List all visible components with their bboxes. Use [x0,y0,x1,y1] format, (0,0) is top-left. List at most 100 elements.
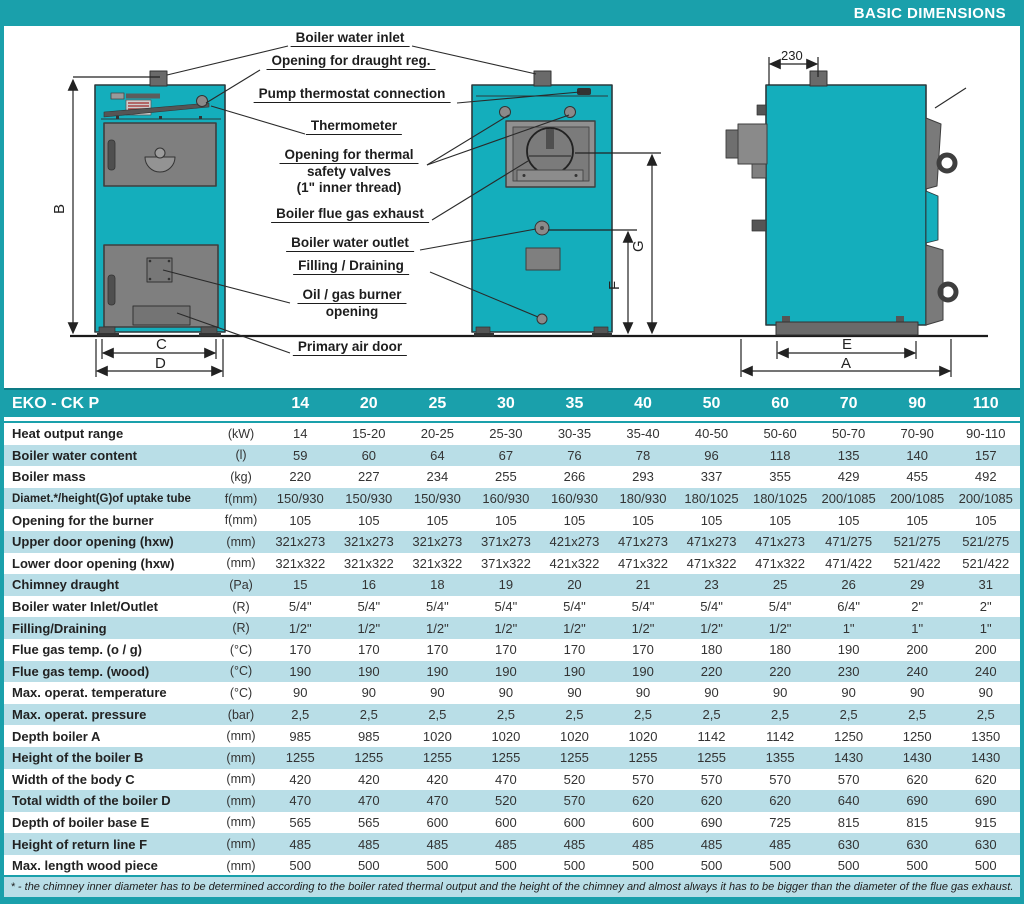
spec-value: 321x322 [343,555,394,571]
spec-value: 150/930 [276,491,324,507]
row-unit: (°C) [229,685,253,700]
spec-value: 234 [426,469,449,485]
spec-value: 31 [978,577,993,593]
flue-exhaust-side [737,123,768,165]
dimension-lines [67,57,952,377]
spec-value: 620 [769,793,791,809]
spec-value: 170 [632,642,654,658]
spec-value: 2,5 [428,707,447,723]
spec-value: 220 [769,663,791,679]
spec-value: 570 [632,771,654,787]
spec-value: 630 [974,836,997,852]
spec-value: 500 [769,858,791,874]
spec-value: 485 [632,836,654,852]
spec-value: 190 [426,663,449,679]
spec-row: Filling/Draining (R) 1/2" 1/2" 1/2" 1/2" 1/2" 1… [4,617,1020,639]
row-label: Lower door opening (hxw) [12,555,175,571]
spec-row: Max. operat. pressure (bar) 2,5 2,5 2,5 2,5 2,… [4,703,1020,726]
spec-value: 1255 [422,750,452,766]
spec-value: 1/2" [631,620,655,636]
spec-value: 521/275 [962,534,1010,550]
row-label: Flue gas temp. (o / g) [12,642,143,658]
row-unit: (mm) [226,534,256,549]
spec-row: Boiler water Inlet/Outlet (R) 5/4" 5/4" 5/4"… [4,595,1020,618]
spec-value: 321x273 [343,534,394,550]
row-unit: (Pa) [229,577,253,592]
spec-value: 118 [769,447,791,463]
spec-value: 1255 [628,750,658,766]
spec-value: 429 [837,469,860,485]
spec-value: 19 [498,577,514,593]
spec-value: 160/930 [550,491,598,507]
spec-value: 471x322 [686,555,737,571]
spec-value: 15 [293,577,308,593]
spec-value: 371x322 [480,555,531,571]
spec-value: 600 [426,814,449,830]
spec-value: 471x273 [755,534,806,550]
dimension-letters: B C D F G 230 E A [51,48,852,372]
spec-value: 2,5 [633,707,653,723]
spec-row: Lower door opening (hxw) (mm) 321x322 321x3… [4,552,1020,575]
dim-E: E [842,336,852,353]
upper-door-handle-ring [936,152,958,174]
spec-value: 105 [632,512,654,528]
row-unit: (R) [232,599,250,614]
spec-value: 2,5 [839,707,858,723]
spec-value: 2,5 [908,707,927,723]
spec-value: 78 [635,447,651,463]
spec-value: 170 [495,642,517,658]
spec-value: 105 [426,512,449,528]
spec-row: Heat output range (kW) 14 15-20 20-25 25-30 30… [4,423,1020,445]
row-label: Diamet.*/height(G)of uptake tube [12,492,191,505]
callout-flue-gas-exhaust: Boiler flue gas exhaust [271,206,429,223]
spec-value: 50-60 [763,426,797,442]
row-unit: (kW) [227,426,255,441]
spec-value: 520 [563,771,586,787]
spec-value: 630 [906,836,929,852]
spec-value: 135 [837,447,860,463]
spec-value: 21 [635,577,651,593]
lower-door-side [925,244,944,326]
spec-row: Flue gas temp. (o / g) (°C) 170 170 170 170 17… [4,638,1020,661]
spec-value: 190 [632,663,654,679]
spec-value: 2,5 [291,707,310,723]
spec-value: 5/4" [494,599,518,615]
page-title: BASIC DIMENSIONS [853,4,1006,22]
row-label: Filling/Draining [12,620,107,636]
spec-value: 200 [906,642,929,658]
lower-door-handle-ring [937,281,959,303]
spec-value: 470 [357,793,380,809]
spec-value: 1255 [559,750,589,766]
row-label: Height of return line F [12,836,148,852]
spec-value: 1/2" [768,620,792,636]
model-column-header: 60 [771,394,789,412]
row-label: Heat output range [12,426,124,442]
spec-value: 5/4" [288,599,312,615]
dim-F: F [606,281,623,290]
spec-value: 1/2" [288,620,312,636]
spec-value: 220 [289,469,312,485]
spec-value: 600 [632,814,654,830]
row-unit: (mm) [226,750,256,765]
spec-value: 2,5 [496,707,515,723]
spec-value: 1/2" [494,620,518,636]
spec-value: 470 [289,793,312,809]
row-unit: (mm) [226,793,256,808]
spec-value: 180 [700,642,723,658]
thermal-safety-valve-opening [499,106,511,118]
spec-value: 521/422 [962,555,1010,571]
spec-value: 1" [842,620,855,636]
spec-value: 470 [426,793,449,809]
spec-value: 690 [700,814,723,830]
spec-value: 105 [769,512,791,528]
draught-regulator-opening [196,95,208,107]
callout-boiler-water-inlet: Boiler water inlet [290,30,410,47]
spec-value: 26 [841,577,856,593]
spec-value: 170 [563,642,586,658]
spec-value: 570 [700,771,723,787]
spec-row: Boiler mass (kg) 220 227 234 255 266 293 337 355 4… [4,466,1020,488]
spec-value: 200/1085 [958,491,1013,507]
row-label: Upper door opening (hxw) [12,534,174,550]
spec-value: 371x273 [480,534,531,550]
spec-value: 157 [974,447,997,463]
